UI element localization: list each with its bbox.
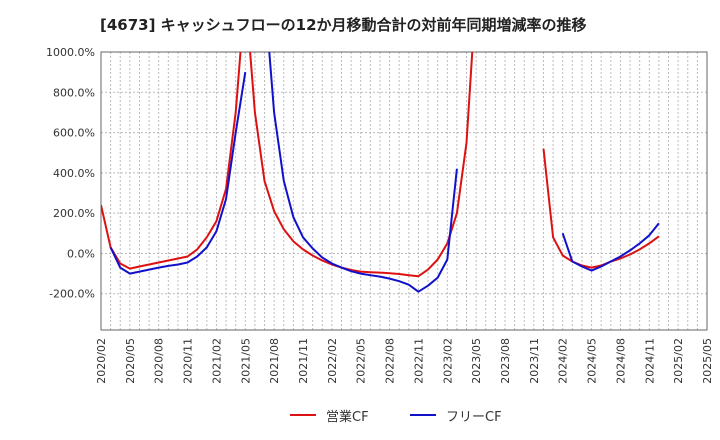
x-tick-label: 2020/02 — [95, 338, 108, 384]
x-tick-label: 2024/11 — [643, 338, 656, 384]
x-tick-label: 2024/08 — [614, 338, 627, 384]
chart-title: [4673] キャッシュフローの12か月移動合計の対前年同期増減率の推移 — [100, 16, 587, 34]
series-line-free-cf — [268, 52, 458, 293]
series-line-free-cf — [109, 71, 247, 275]
x-axis-labels: 2020/02 2020/05 2020/08 2020/11 2021/02 2021/… — [95, 338, 714, 384]
plot-background — [101, 52, 707, 330]
y-tick-label: 400.0% — [53, 167, 95, 180]
x-tick-label: 2020/08 — [153, 338, 166, 384]
x-tick-label: 2022/11 — [412, 338, 425, 384]
x-tick-label: 2020/05 — [124, 338, 137, 384]
legend-label-free-cf: フリーCF — [446, 409, 502, 425]
y-tick-label: 200.0% — [53, 207, 95, 220]
x-tick-label: 2023/02 — [441, 338, 454, 384]
y-tick-label: 0.0% — [67, 247, 95, 260]
legend-line-operating-cf — [290, 414, 316, 416]
series-line-free-cf — [561, 222, 660, 272]
x-tick-label: 2023/08 — [499, 338, 512, 384]
x-tick-label: 2020/11 — [182, 338, 195, 384]
x-tick-label: 2023/05 — [470, 338, 483, 384]
x-tick-label: 2024/05 — [586, 338, 599, 384]
series-line-operating-cf — [101, 52, 474, 278]
y-axis-labels: -200.0% 0.0% 200.0% 400.0% 600.0% 800.0% 1000.… — [46, 46, 95, 301]
x-tick-label: 2025/02 — [672, 338, 685, 384]
x-tick-label: 2022/08 — [384, 338, 397, 384]
x-tick-label: 2022/02 — [326, 338, 339, 384]
x-tick-label: 2021/05 — [239, 338, 252, 384]
y-tick-label: 600.0% — [53, 127, 95, 140]
y-tick-label: 800.0% — [53, 86, 95, 99]
x-tick-label: 2021/11 — [297, 338, 310, 384]
legend-line-free-cf — [410, 414, 436, 416]
x-tick-label: 2022/05 — [355, 338, 368, 384]
legend-label-operating-cf: 営業CF — [326, 409, 369, 425]
y-tick-label: 1000.0% — [46, 46, 95, 59]
x-tick-label: 2025/05 — [701, 338, 714, 384]
y-tick-label: -200.0% — [49, 288, 95, 301]
x-tick-label: 2023/11 — [528, 338, 541, 384]
x-tick-label: 2021/08 — [268, 338, 281, 384]
legend: 営業CF フリーCF — [0, 404, 720, 426]
legend-item-free-cf: フリーCF — [410, 404, 502, 426]
x-tick-label: 2021/02 — [210, 338, 223, 384]
grid-lines — [101, 52, 707, 330]
plot-border — [100, 51, 708, 331]
series-lines — [101, 52, 660, 293]
x-tick-label: 2024/02 — [557, 338, 570, 384]
legend-item-operating-cf: 営業CF — [290, 404, 369, 426]
